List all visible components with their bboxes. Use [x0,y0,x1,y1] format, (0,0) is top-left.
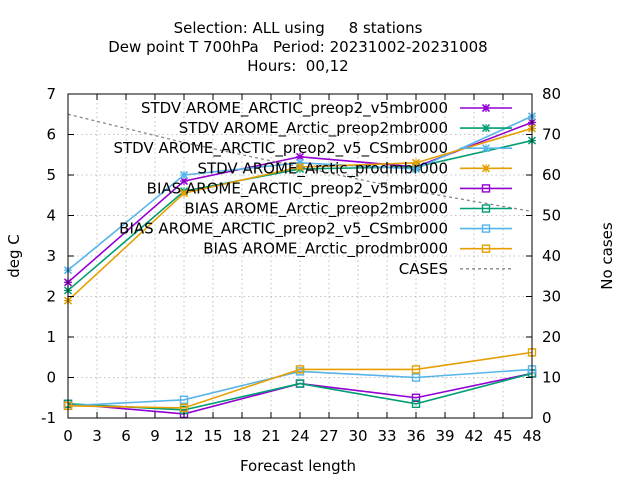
x-tick-label: 21 [261,427,280,445]
y2-axis-label: No cases [598,222,616,290]
data-point [179,189,189,198]
y2-tick-label: 40 [542,247,561,265]
y2-tick-label: 30 [542,288,561,306]
y2-tick-label: 80 [542,85,561,103]
legend-item: BIAS AROME_ARCTIC_preop2_v5mbr000 [147,179,512,198]
data-point [481,103,491,113]
x-tick-label: 30 [348,427,367,445]
legend-label: BIAS AROME_ARCTIC_preop2_v5mbr000 [147,179,448,198]
x-axis-label: Forecast length [240,457,356,475]
y2-tick-label: 0 [542,409,552,427]
legend-label: STDV AROME_Arctic_preop2mbr000 [179,119,448,138]
series-line [67,351,533,409]
x-tick-label: 18 [232,427,251,445]
x-tick-label: 3 [92,427,102,445]
data-point [179,170,189,180]
data-point [481,244,491,253]
data-point [481,204,491,213]
y-tick-label: 5 [46,166,56,184]
x-tick-label: 36 [406,427,425,445]
data-point [481,224,491,233]
x-tick-label: 45 [493,427,512,445]
legend-item: STDV AROME_ARCTIC_preop2_v5mbr000 [141,99,512,118]
series-layer [63,112,537,419]
x-tick-label: 6 [121,427,131,445]
data-point [411,399,421,409]
legend-item: STDV AROME_Arctic_prodmbr000 [197,159,512,178]
legend-item: BIAS AROME_ARCTIC_preop2_v5_CSmbr000 [119,220,512,239]
data-point [411,393,421,402]
data-point [481,124,491,133]
legend-label: BIAS AROME_ARCTIC_preop2_v5_CSmbr000 [119,220,448,239]
legend-label: CASES [399,260,448,278]
data-point [179,403,189,413]
x-tick-label: 48 [522,427,541,445]
x-tick-label: 27 [319,427,338,445]
y-tick-label: 2 [46,288,56,306]
series-line [67,113,533,213]
title-line: Hours: 00,12 [247,57,348,75]
data-point [179,395,189,404]
y2-tick-label: 60 [542,166,561,184]
y-tick-label: 6 [46,126,56,144]
tick-labels: 0 3 6 9 12 15 18 21 24 27 30 33 36 39 42 45 48-101234567… [41,85,561,445]
legend-item: BIAS AROME_Arctic_preop2mbr000 [184,200,512,219]
y-tick-label: 4 [46,207,56,225]
y-axis-label: deg C [5,234,23,278]
y-tick-label: 1 [46,328,56,346]
y-tick-label: 7 [46,85,56,103]
title-line: Dew point T 700hPa Period: 20231002-2023… [108,38,487,56]
x-tick-label: 33 [377,427,396,445]
x-tick-label: 42 [464,427,483,445]
y-tick-label: -1 [41,409,56,427]
grid [67,93,533,419]
legend-item: STDV AROME_ARCTIC_preop2_v5_CSmbr000 [113,139,512,158]
y2-tick-label: 10 [542,369,561,387]
y-tick-label: 3 [46,247,56,265]
data-point [411,373,421,382]
x-tick-label: 12 [174,427,193,445]
x-tick-label: 39 [435,427,454,445]
legend-label: BIAS AROME_Arctic_preop2mbr000 [184,200,448,219]
data-point [295,365,305,374]
legend-item: BIAS AROME_Arctic_prodmbr000 [203,240,512,259]
y2-tick-label: 70 [542,126,561,144]
x-tick-label: 9 [150,427,160,445]
y-tick-label: 0 [46,369,56,387]
data-point [481,144,491,153]
y2-tick-label: 20 [542,328,561,346]
legend-label: BIAS AROME_Arctic_prodmbr000 [203,240,448,259]
data-point [481,184,491,193]
legend-item: CASES [399,260,512,278]
legend-label: STDV AROME_Arctic_prodmbr000 [197,159,448,178]
title-line: Selection: ALL using 8 stations [174,19,423,37]
data-point [481,164,491,173]
data-point [411,158,421,167]
x-tick-label: 0 [63,427,73,445]
data-point [179,177,189,186]
series-line [67,368,533,407]
series [67,113,533,213]
data-point [295,379,305,388]
x-tick-label: 24 [290,427,309,445]
y2-tick-label: 50 [542,207,561,225]
legend-label: STDV AROME_ARCTIC_preop2_v5mbr000 [141,99,448,118]
x-tick-label: 15 [203,427,222,445]
data-point [411,365,421,374]
legend-label: STDV AROME_ARCTIC_preop2_v5_CSmbr000 [113,139,448,158]
legend-item: STDV AROME_Arctic_preop2mbr000 [179,119,512,138]
